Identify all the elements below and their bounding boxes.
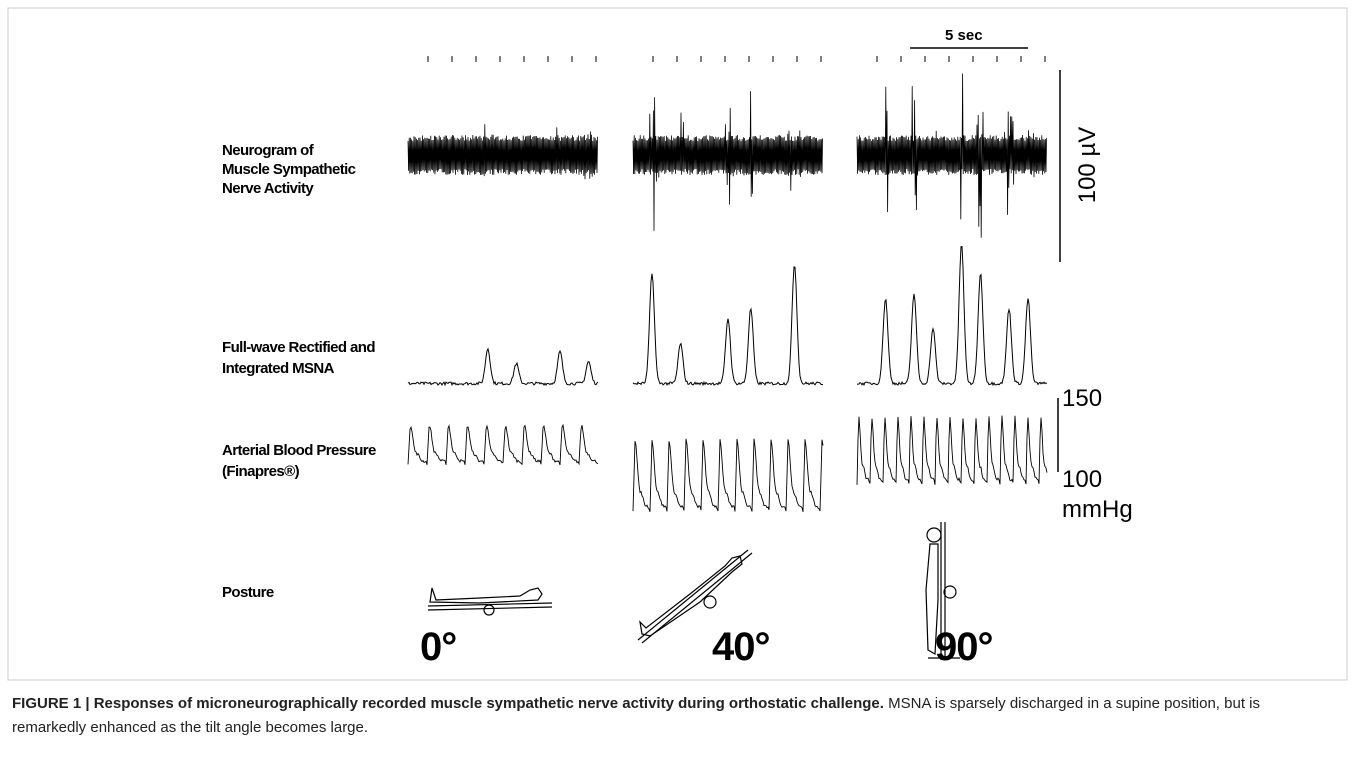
row-label: Nerve Activity [222, 180, 314, 197]
voltage-scale-label: 100 µV [1074, 127, 1101, 204]
time-scale-label: 5 sec [945, 27, 983, 44]
integrated-trace [407, 347, 599, 387]
posture-upright [925, 522, 960, 660]
row-label: Integrated MSNA [222, 360, 335, 377]
posture-supine [427, 587, 553, 616]
caption-label: FIGURE 1 | Responses of microneurographi… [12, 695, 884, 712]
figure: Neurogram of Muscle Sympathetic Nerve Ac… [7, 7, 1348, 681]
row-label: Arterial Blood Pressure [222, 442, 376, 459]
angle-label: 40° [712, 625, 770, 669]
row-label: Neurogram of [222, 142, 315, 159]
row-label: Full-wave Rectified and [222, 339, 375, 356]
neurogram-trace [407, 124, 598, 180]
neurogram-trace [632, 91, 823, 231]
angle-label: 0° [420, 625, 456, 669]
angle-label: 90° [935, 625, 993, 669]
pressure-trace [407, 423, 599, 466]
row-label: Posture [222, 584, 274, 601]
row-label: (Finapres®) [222, 463, 300, 480]
pressure-trace [856, 415, 1048, 485]
caption: FIGURE 1 | Responses of microneurographi… [12, 692, 1332, 740]
integrated-trace [632, 266, 824, 387]
pressure-low: 100 [1062, 466, 1102, 493]
pressure-unit: mmHg [1062, 496, 1133, 523]
pressure-high: 150 [1062, 385, 1102, 412]
figure-border [7, 7, 1348, 681]
posture-tilt [637, 549, 753, 644]
row-label: Muscle Sympathetic [222, 161, 356, 178]
caption-text: MSNA is sparsely discharged in a supine … [12, 695, 1260, 736]
pressure-trace [632, 438, 824, 512]
integrated-trace [856, 246, 1048, 387]
neurogram-trace [856, 73, 1047, 238]
